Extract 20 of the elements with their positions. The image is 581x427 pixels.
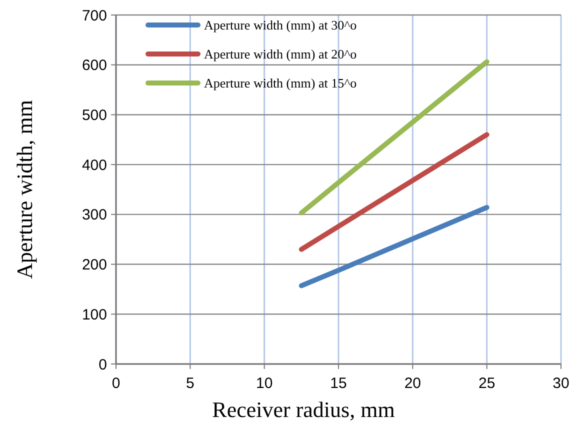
y-tick-label: 300 — [82, 206, 107, 224]
y-tick-label: 600 — [82, 57, 107, 74]
x-tick-label: 30 — [552, 375, 570, 392]
legend-label: Aperture width (mm) at 20^o — [204, 46, 357, 62]
x-tick-label: 25 — [478, 375, 496, 392]
legend-label: Aperture width (mm) at 15^o — [204, 76, 357, 91]
legend-label: Aperture width (mm) at 30^o — [204, 18, 357, 33]
x-tick-label: 10 — [256, 375, 273, 392]
y-tick-label: 200 — [82, 256, 107, 274]
y-tick-label: 100 — [82, 306, 107, 324]
x-tick-label: 5 — [186, 375, 194, 392]
x-axis-title: Receiver radius, mm — [212, 397, 395, 422]
x-tick-label: 15 — [330, 375, 347, 392]
y-tick-label: 700 — [82, 7, 107, 24]
x-tick-label: 20 — [404, 375, 422, 392]
y-tick-label: 0 — [98, 356, 107, 374]
x-tick-label: 0 — [112, 375, 120, 392]
y-axis-title: Aperture width, mm — [12, 100, 37, 280]
y-tick-label: 400 — [82, 156, 107, 174]
y-tick-label: 500 — [82, 106, 107, 124]
